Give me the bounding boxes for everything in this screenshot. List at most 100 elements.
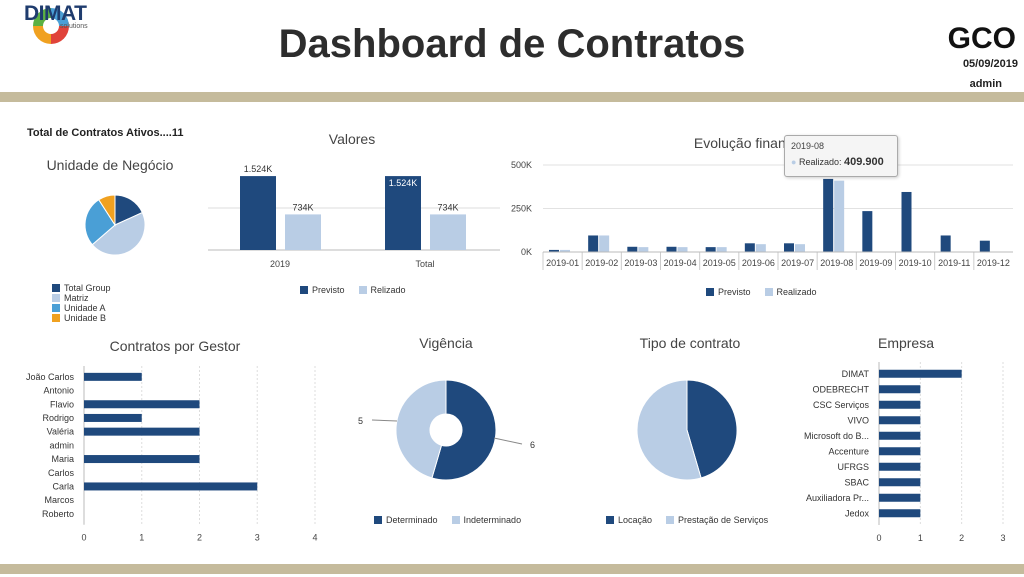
legend-item[interactable]: Locação xyxy=(606,515,652,525)
gestor-bar xyxy=(84,455,200,464)
legend-label: Previsto xyxy=(312,285,345,295)
legend-item[interactable]: Indeterminado xyxy=(451,515,522,525)
valores-data-label: 734K xyxy=(292,202,313,212)
x-tick-label: 2 xyxy=(197,533,202,543)
logo-subtitle: solutions xyxy=(60,23,88,30)
gestor-bar xyxy=(84,482,258,491)
empresa-title: Empresa xyxy=(877,335,935,351)
tooltip-value: 409.900 xyxy=(844,156,884,168)
evolucao-bar xyxy=(795,244,805,252)
legend-swatch xyxy=(706,288,714,296)
legend-swatch xyxy=(52,314,60,322)
leader-line xyxy=(371,419,398,422)
category-label: Carlos xyxy=(48,468,75,478)
evolucao-bar xyxy=(744,243,755,252)
x-tick-label: 2019-10 xyxy=(899,258,932,268)
category-label: UFRGS xyxy=(838,462,870,472)
vigencia-chart: 65 xyxy=(358,379,535,481)
legend-label: Prestação de Serviços xyxy=(678,515,769,525)
tipo-slice xyxy=(636,379,702,481)
vigencia-legend: Determinado Indeterminado xyxy=(374,515,574,525)
empresa-bar xyxy=(879,400,921,409)
evolucao-bar xyxy=(588,235,599,252)
legend-item[interactable]: Determinado xyxy=(374,515,438,525)
valores-chart: 1.524K 734K 2019 1.524K 734K Total xyxy=(208,164,500,269)
evolucao-bar xyxy=(979,240,990,252)
x-tick-label: 2019-11 xyxy=(938,258,970,268)
legend-item[interactable]: Unidade A xyxy=(52,303,122,313)
x-tick-label: 2019-12 xyxy=(977,258,1010,268)
tipo-legend: Locação Prestação de Serviços xyxy=(606,515,806,525)
vigencia-data-label: 5 xyxy=(358,416,363,426)
evolucao-bar xyxy=(599,235,610,252)
legend-item[interactable]: Previsto xyxy=(706,287,751,297)
category-label: VIVO xyxy=(847,415,869,425)
category-label: Marcos xyxy=(44,495,74,505)
evolucao-bar xyxy=(716,247,727,252)
legend-item[interactable]: Total Group xyxy=(52,283,122,293)
gestor-bar xyxy=(84,427,200,436)
evolucao-bar xyxy=(823,178,834,252)
evolucao-bar xyxy=(834,180,845,252)
x-tick-label: 2019-09 xyxy=(859,258,892,268)
x-tick-label: 0 xyxy=(81,533,86,543)
legend-item[interactable]: Unidade B xyxy=(52,313,122,323)
valores-bar xyxy=(385,176,421,250)
empresa-chart: 0 1 2 3 DIMAT ODEBRECHT CSC Serviços VIVO Micros… xyxy=(804,362,1006,543)
legend-swatch xyxy=(300,286,308,294)
unidade-chart xyxy=(84,194,146,256)
legend-label: Total Group xyxy=(64,283,111,293)
valores-data-label: 1.524K xyxy=(389,178,418,188)
gestor-bar xyxy=(84,400,200,409)
unidade-legend: Total GroupMatrizUnidade AUnidade B xyxy=(52,283,202,323)
x-tick-label: 3 xyxy=(1000,533,1005,543)
x-tick-label: 2019-03 xyxy=(624,258,657,268)
header-user: admin xyxy=(969,78,1002,90)
evolucao-legend: Previsto Realizado xyxy=(706,287,866,297)
category-label: DIMAT xyxy=(842,369,870,379)
legend-swatch xyxy=(52,304,60,312)
category-label: Carla xyxy=(52,481,74,491)
empresa-bar xyxy=(879,493,921,502)
vigencia-title: Vigência xyxy=(419,335,473,351)
vigencia-data-label: 6 xyxy=(530,440,535,450)
legend-item[interactable]: Relizado xyxy=(358,285,406,295)
x-tick-label: 2019-04 xyxy=(664,258,697,268)
empresa-bar xyxy=(879,509,921,518)
legend-swatch xyxy=(374,516,382,524)
tipo-chart xyxy=(636,379,738,481)
legend-item[interactable]: Realizado xyxy=(764,287,817,297)
category-label: João Carlos xyxy=(26,372,75,382)
legend-item[interactable]: Matriz xyxy=(52,293,122,303)
evolucao-bar xyxy=(940,235,951,252)
valores-category-label: Total xyxy=(415,259,434,269)
evolucao-bar xyxy=(677,247,688,252)
leader-line xyxy=(493,437,523,445)
x-tick-label: 2019-07 xyxy=(781,258,814,268)
logo-text: DIMAT xyxy=(24,2,87,25)
evolucao-bar xyxy=(901,191,912,252)
vigencia-slice xyxy=(431,379,497,481)
category-label: Roberto xyxy=(42,509,74,519)
empresa-bar xyxy=(879,431,921,440)
category-label: CSC Serviços xyxy=(813,400,870,410)
category-label: ODEBRECHT xyxy=(812,384,869,394)
legend-swatch xyxy=(358,286,367,294)
legend-label: Relizado xyxy=(370,285,406,295)
valores-data-label: 734K xyxy=(437,202,458,212)
valores-legend: Previsto Relizado xyxy=(300,285,460,295)
x-tick-label: 2019-05 xyxy=(703,258,736,268)
valores-bar xyxy=(240,176,276,250)
y-tick-label: 500K xyxy=(511,160,532,170)
legend-item[interactable]: Prestação de Serviços xyxy=(666,515,768,525)
evolucao-bar xyxy=(784,243,794,252)
x-tick-label: 2019-01 xyxy=(546,258,579,268)
empresa-bar xyxy=(879,478,921,487)
category-label: SBAC xyxy=(844,477,869,487)
category-label: Valéria xyxy=(47,427,74,437)
legend-item[interactable]: Previsto xyxy=(300,285,345,295)
evolucao-bar xyxy=(627,246,638,252)
legend-label: Indeterminado xyxy=(463,515,522,525)
chart-tooltip: 2019-08 ● Realizado: 409.900 xyxy=(784,135,898,177)
total-contracts-label: Total de Contratos Ativos....11 xyxy=(27,127,184,139)
